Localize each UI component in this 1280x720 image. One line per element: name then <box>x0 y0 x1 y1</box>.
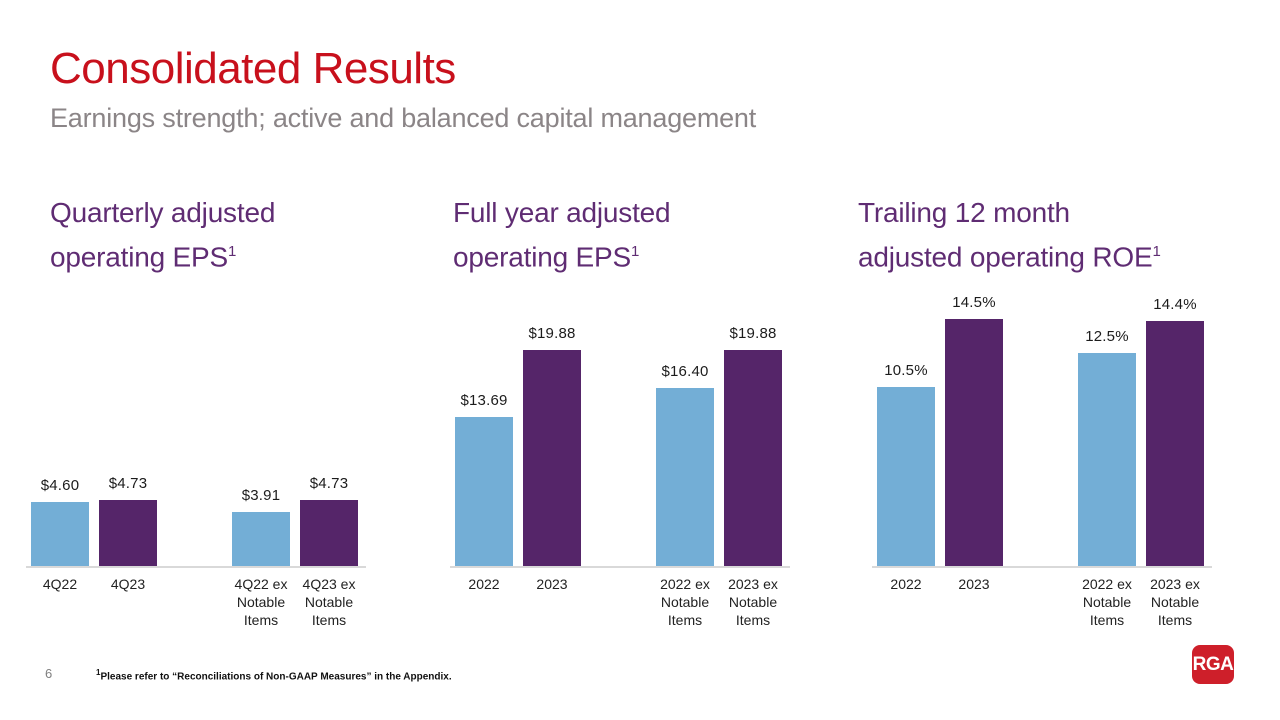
bar-value-label: 14.5% <box>952 294 996 311</box>
bar-value-label: $4.73 <box>309 475 349 492</box>
bar-value-label: $4.73 <box>108 475 148 492</box>
bar <box>31 502 89 566</box>
x-axis-label-line: Items <box>1089 612 1125 628</box>
x-axis-label-line: Notable <box>304 594 354 610</box>
footnote-superscript: 1 <box>96 668 101 677</box>
bar <box>99 500 157 566</box>
x-axis-label-line: Items <box>311 612 347 628</box>
chart-plot: $4.60 $4.73 $3.91 $4.73 <box>26 316 366 568</box>
chart-title-superscript: 1 <box>630 243 640 260</box>
chart-title-superscript: 1 <box>1152 243 1161 260</box>
chart-quarterly-adjusted-operating-eps: Quarterly adjusted operating EPS1 $4.60 $4… <box>26 193 366 628</box>
chart-title: Quarterly adjusted operating EPS1 <box>50 193 366 276</box>
x-axis-label: 4Q23 <box>78 575 178 593</box>
chart-full-year-adjusted-operating-eps: Full year adjusted operating EPS1 $13.69 $… <box>450 193 790 628</box>
chart-title-line: operating EPS1 <box>453 241 640 273</box>
chart-plot: $13.69 $19.88 $16.40 $19.88 <box>450 316 790 568</box>
bar-value-label: 12.5% <box>1085 328 1129 345</box>
bar <box>455 417 513 566</box>
x-axis-label: 4Q22 <box>10 575 110 593</box>
x-axis-label-line: Items <box>243 612 279 628</box>
x-axis-label-line: Notable <box>1082 594 1132 610</box>
x-axis-label-line: 2023 <box>958 576 990 592</box>
slide-title: Consolidated Results <box>50 44 456 93</box>
chart-x-labels: 2022 2023 2022 ex Notable Items 2023 ex Notabl… <box>450 575 790 635</box>
bar-value-label: $13.69 <box>460 392 508 409</box>
bar-value-label: 14.4% <box>1153 296 1197 313</box>
chart-title: Trailing 12 month adjusted operating ROE1 <box>858 193 1212 276</box>
x-axis-label-line: 4Q23 <box>110 576 146 592</box>
x-axis-label-line: 2023 <box>536 576 568 592</box>
x-axis-label-line: 2022 <box>890 576 922 592</box>
x-axis-label-line: 2023 ex <box>1150 576 1200 592</box>
bar <box>945 319 1003 566</box>
bar-value-label: $19.88 <box>729 325 777 342</box>
chart-trailing-12-month-adjusted-operating-roe: Trailing 12 month adjusted operating ROE1… <box>858 193 1212 628</box>
x-axis-label-line: 2022 ex <box>660 576 710 592</box>
chart-x-labels: 2022 2023 2022 ex Notable Items 2023 ex Notabl… <box>872 575 1212 635</box>
chart-title-line: Trailing 12 month <box>858 197 1070 228</box>
x-axis-label-line: Notable <box>660 594 710 610</box>
chart-title-line: operating EPS1 <box>50 241 237 273</box>
rga-logo: RGA <box>1192 645 1234 684</box>
x-axis-label: 2023 <box>924 575 1024 593</box>
x-axis-label-line: 2022 ex <box>1082 576 1132 592</box>
chart-plot: 10.5% 14.5% 12.5% 14.4% <box>872 294 1212 568</box>
chart-title-line: Quarterly adjusted <box>50 197 276 228</box>
bar <box>877 387 935 566</box>
x-axis-label-line: Items <box>667 612 703 628</box>
x-axis-label-line: Items <box>1157 612 1193 628</box>
footnote-text: Please refer to “Reconciliations of Non-… <box>100 671 452 683</box>
x-axis-label: 2022 ex Notable Items <box>1057 575 1157 629</box>
bar <box>300 500 358 566</box>
x-axis-label-line: 2022 <box>468 576 500 592</box>
x-axis-label-line: Notable <box>236 594 286 610</box>
bar <box>724 350 782 566</box>
chart-title-line: Full year adjusted <box>453 197 671 228</box>
chart-title: Full year adjusted operating EPS1 <box>453 193 790 276</box>
bar <box>656 388 714 566</box>
page-number: 6 <box>45 666 53 681</box>
x-axis-label-line: 2023 ex <box>728 576 778 592</box>
x-axis-label: 2023 ex Notable Items <box>1125 575 1225 629</box>
x-axis-label-line: 4Q22 ex <box>234 576 288 592</box>
chart-title-line: adjusted operating ROE1 <box>858 241 1161 273</box>
x-axis-label-line: Items <box>735 612 771 628</box>
x-axis-label-line: 4Q23 ex <box>302 576 356 592</box>
x-axis-label: 2023 <box>502 575 602 593</box>
x-axis-label-line: 4Q22 <box>42 576 78 592</box>
x-axis-label-line: Notable <box>1150 594 1200 610</box>
bar-value-label: $16.40 <box>661 363 709 380</box>
bar-value-label: $19.88 <box>528 325 576 342</box>
bar-value-label: $3.91 <box>241 487 281 504</box>
x-axis-label: 4Q22 ex Notable Items <box>211 575 311 629</box>
bar <box>232 512 290 566</box>
x-axis-label-line: Notable <box>728 594 778 610</box>
bar-value-label: 10.5% <box>884 362 928 379</box>
chart-title-superscript: 1 <box>227 243 237 260</box>
x-axis-label: 2022 <box>856 575 956 593</box>
slide-subtitle: Earnings strength; active and balanced c… <box>50 103 757 133</box>
x-axis-label: 2022 <box>434 575 534 593</box>
x-axis-label: 4Q23 ex Notable Items <box>279 575 379 629</box>
bar-value-label: $4.60 <box>40 477 80 494</box>
bar <box>1146 321 1204 566</box>
x-axis-label: 2023 ex Notable Items <box>703 575 803 629</box>
chart-x-labels: 4Q22 4Q23 4Q22 ex Notable Items 4Q23 ex Notabl… <box>26 575 366 635</box>
x-axis-label: 2022 ex Notable Items <box>635 575 735 629</box>
bar <box>1078 353 1136 566</box>
footnote: 1Please refer to “Reconciliations of Non… <box>96 668 452 682</box>
bar <box>523 350 581 566</box>
